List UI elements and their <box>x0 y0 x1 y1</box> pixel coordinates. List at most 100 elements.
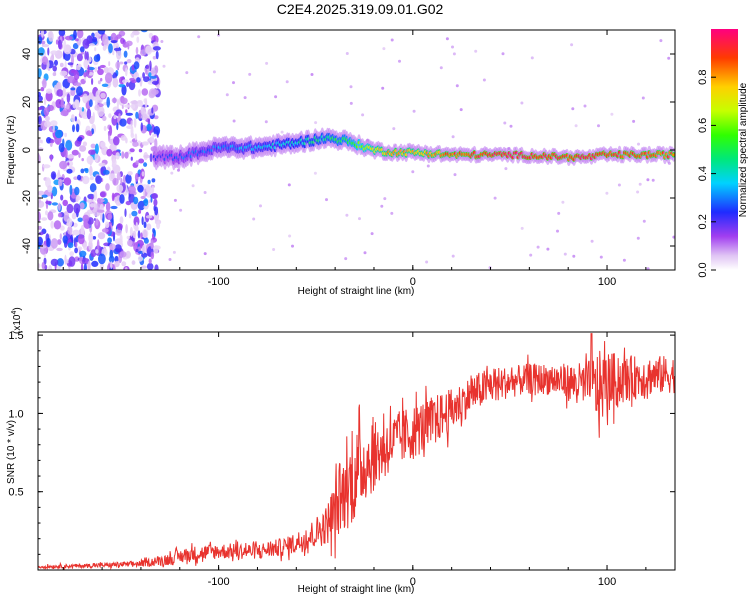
spectrogram-cell <box>116 223 123 231</box>
spectrogram-cell <box>66 168 73 174</box>
spectrogram-cell <box>119 251 127 258</box>
spectrogram-cell <box>259 204 262 208</box>
spectrogram-cell <box>38 211 41 222</box>
spectrogram-cell <box>243 96 247 100</box>
spectrogram-x-axis-label: Height of straight line (km) <box>298 286 415 297</box>
spectrogram-cell <box>132 230 137 239</box>
spectrogram-cell <box>605 191 609 195</box>
spectrogram-cell <box>118 61 124 65</box>
spectrogram-cell <box>50 50 58 55</box>
spectrogram-cell <box>76 53 83 62</box>
spectrogram-cell <box>121 151 125 159</box>
spectrogram-cell <box>152 46 161 51</box>
spectrogram-cell <box>38 95 43 103</box>
spectrogram-cell <box>141 113 148 121</box>
spectrogram-cell <box>135 111 139 119</box>
spectrogram-cell <box>41 30 44 38</box>
spectrogram-cell <box>45 88 53 94</box>
spectrogram-cell <box>121 261 127 267</box>
spectrogram-cell <box>82 175 90 185</box>
y-tick-label: 0 <box>21 147 33 153</box>
spectrogram-cell <box>113 111 120 116</box>
spectrogram-cell <box>425 260 429 264</box>
spectrogram-cell <box>111 217 114 227</box>
spectrogram-cell <box>100 141 106 149</box>
spectrogram-cell <box>140 106 145 116</box>
spectrogram-cell <box>345 52 349 55</box>
spectrogram-cell <box>87 64 90 75</box>
spectrogram-cell <box>82 141 88 147</box>
spectrogram-cell <box>67 162 70 166</box>
spectrogram-cell <box>99 262 104 270</box>
spectrogram-cell <box>58 30 66 37</box>
spectrogram-cell <box>72 43 79 50</box>
snr-scale-label: (x104) <box>11 307 23 334</box>
spectrogram-cell <box>151 89 159 95</box>
spectrogram-cell <box>140 30 148 33</box>
spectrogram-cell <box>426 164 430 168</box>
spectrogram-cell <box>148 72 152 78</box>
snr-series-line <box>38 333 675 570</box>
spectrogram-cell <box>109 243 116 250</box>
spectrogram-cell <box>363 251 367 255</box>
spectrogram-cell <box>115 152 120 160</box>
spectrogram-cell <box>129 226 133 237</box>
spectrogram-cell <box>40 87 45 92</box>
spectrogram-cell <box>124 104 131 108</box>
spectrogram-cell <box>571 107 575 111</box>
spectrogram-cell <box>599 255 603 259</box>
spectrogram-cell <box>149 153 153 163</box>
spectrogram-cell <box>38 263 41 269</box>
spectrogram-cell <box>141 252 148 258</box>
spectrogram-cell <box>313 171 317 175</box>
spectrogram-cell <box>100 92 106 99</box>
spectrogram-cell <box>115 61 121 70</box>
spectrogram-cell <box>493 196 497 200</box>
x-tick-label: 0 <box>410 276 416 288</box>
colorbar-tick-label: 0.6 <box>697 118 709 133</box>
spectrogram-cell <box>111 97 118 103</box>
spectrogram-cell <box>89 183 97 193</box>
spectrogram-cell <box>143 98 147 104</box>
spectrogram-cell <box>504 167 508 171</box>
spectrogram-cell <box>125 250 131 259</box>
spectrogram-cell <box>65 140 73 151</box>
spectrogram-cell <box>66 218 73 228</box>
spectrogram-cell <box>152 133 157 137</box>
spectrogram-cell <box>131 79 137 84</box>
spectrogram-cell <box>102 45 107 51</box>
spectrogram-cell <box>63 211 70 222</box>
spectrogram-cell <box>51 186 58 197</box>
spectrogram-cell <box>150 251 155 260</box>
spectrogram-cell <box>67 225 73 235</box>
spectrogram-cell <box>153 115 159 120</box>
spectrogram-cell <box>74 116 78 122</box>
spectrogram-cell <box>411 170 415 174</box>
spectrogram-cell <box>203 191 207 194</box>
spectrogram-cell <box>50 139 55 144</box>
spectrogram-cell <box>97 30 106 35</box>
spectrogram-cell <box>77 234 85 245</box>
spectrogram-cell <box>358 217 361 221</box>
spectrogram-cell <box>147 118 151 126</box>
spectrogram-cell <box>345 213 349 217</box>
spectrogram-cell <box>41 262 45 270</box>
spectrogram-cell <box>153 126 161 136</box>
spectrogram-cell <box>636 190 640 194</box>
spectrogram-cell <box>119 234 123 244</box>
spectrogram-cell <box>574 124 578 128</box>
spectrogram-cell <box>74 256 80 262</box>
spectrogram-cell <box>138 209 142 214</box>
spectrogram-cell <box>101 228 109 233</box>
spectrogram-cell <box>225 93 229 97</box>
spectrogram-cell <box>126 59 132 64</box>
spectrogram-cell <box>143 162 148 167</box>
spectrogram-cell <box>93 190 98 202</box>
spectrogram-cell <box>116 49 122 60</box>
spectrogram-cell <box>80 51 85 55</box>
spectrogram-cell <box>232 81 235 85</box>
spectrogram-cell <box>103 66 109 74</box>
spectrogram-cell <box>151 178 156 183</box>
colorbar-tick-label: 0.2 <box>697 214 709 229</box>
spectrogram-cell <box>136 77 141 83</box>
